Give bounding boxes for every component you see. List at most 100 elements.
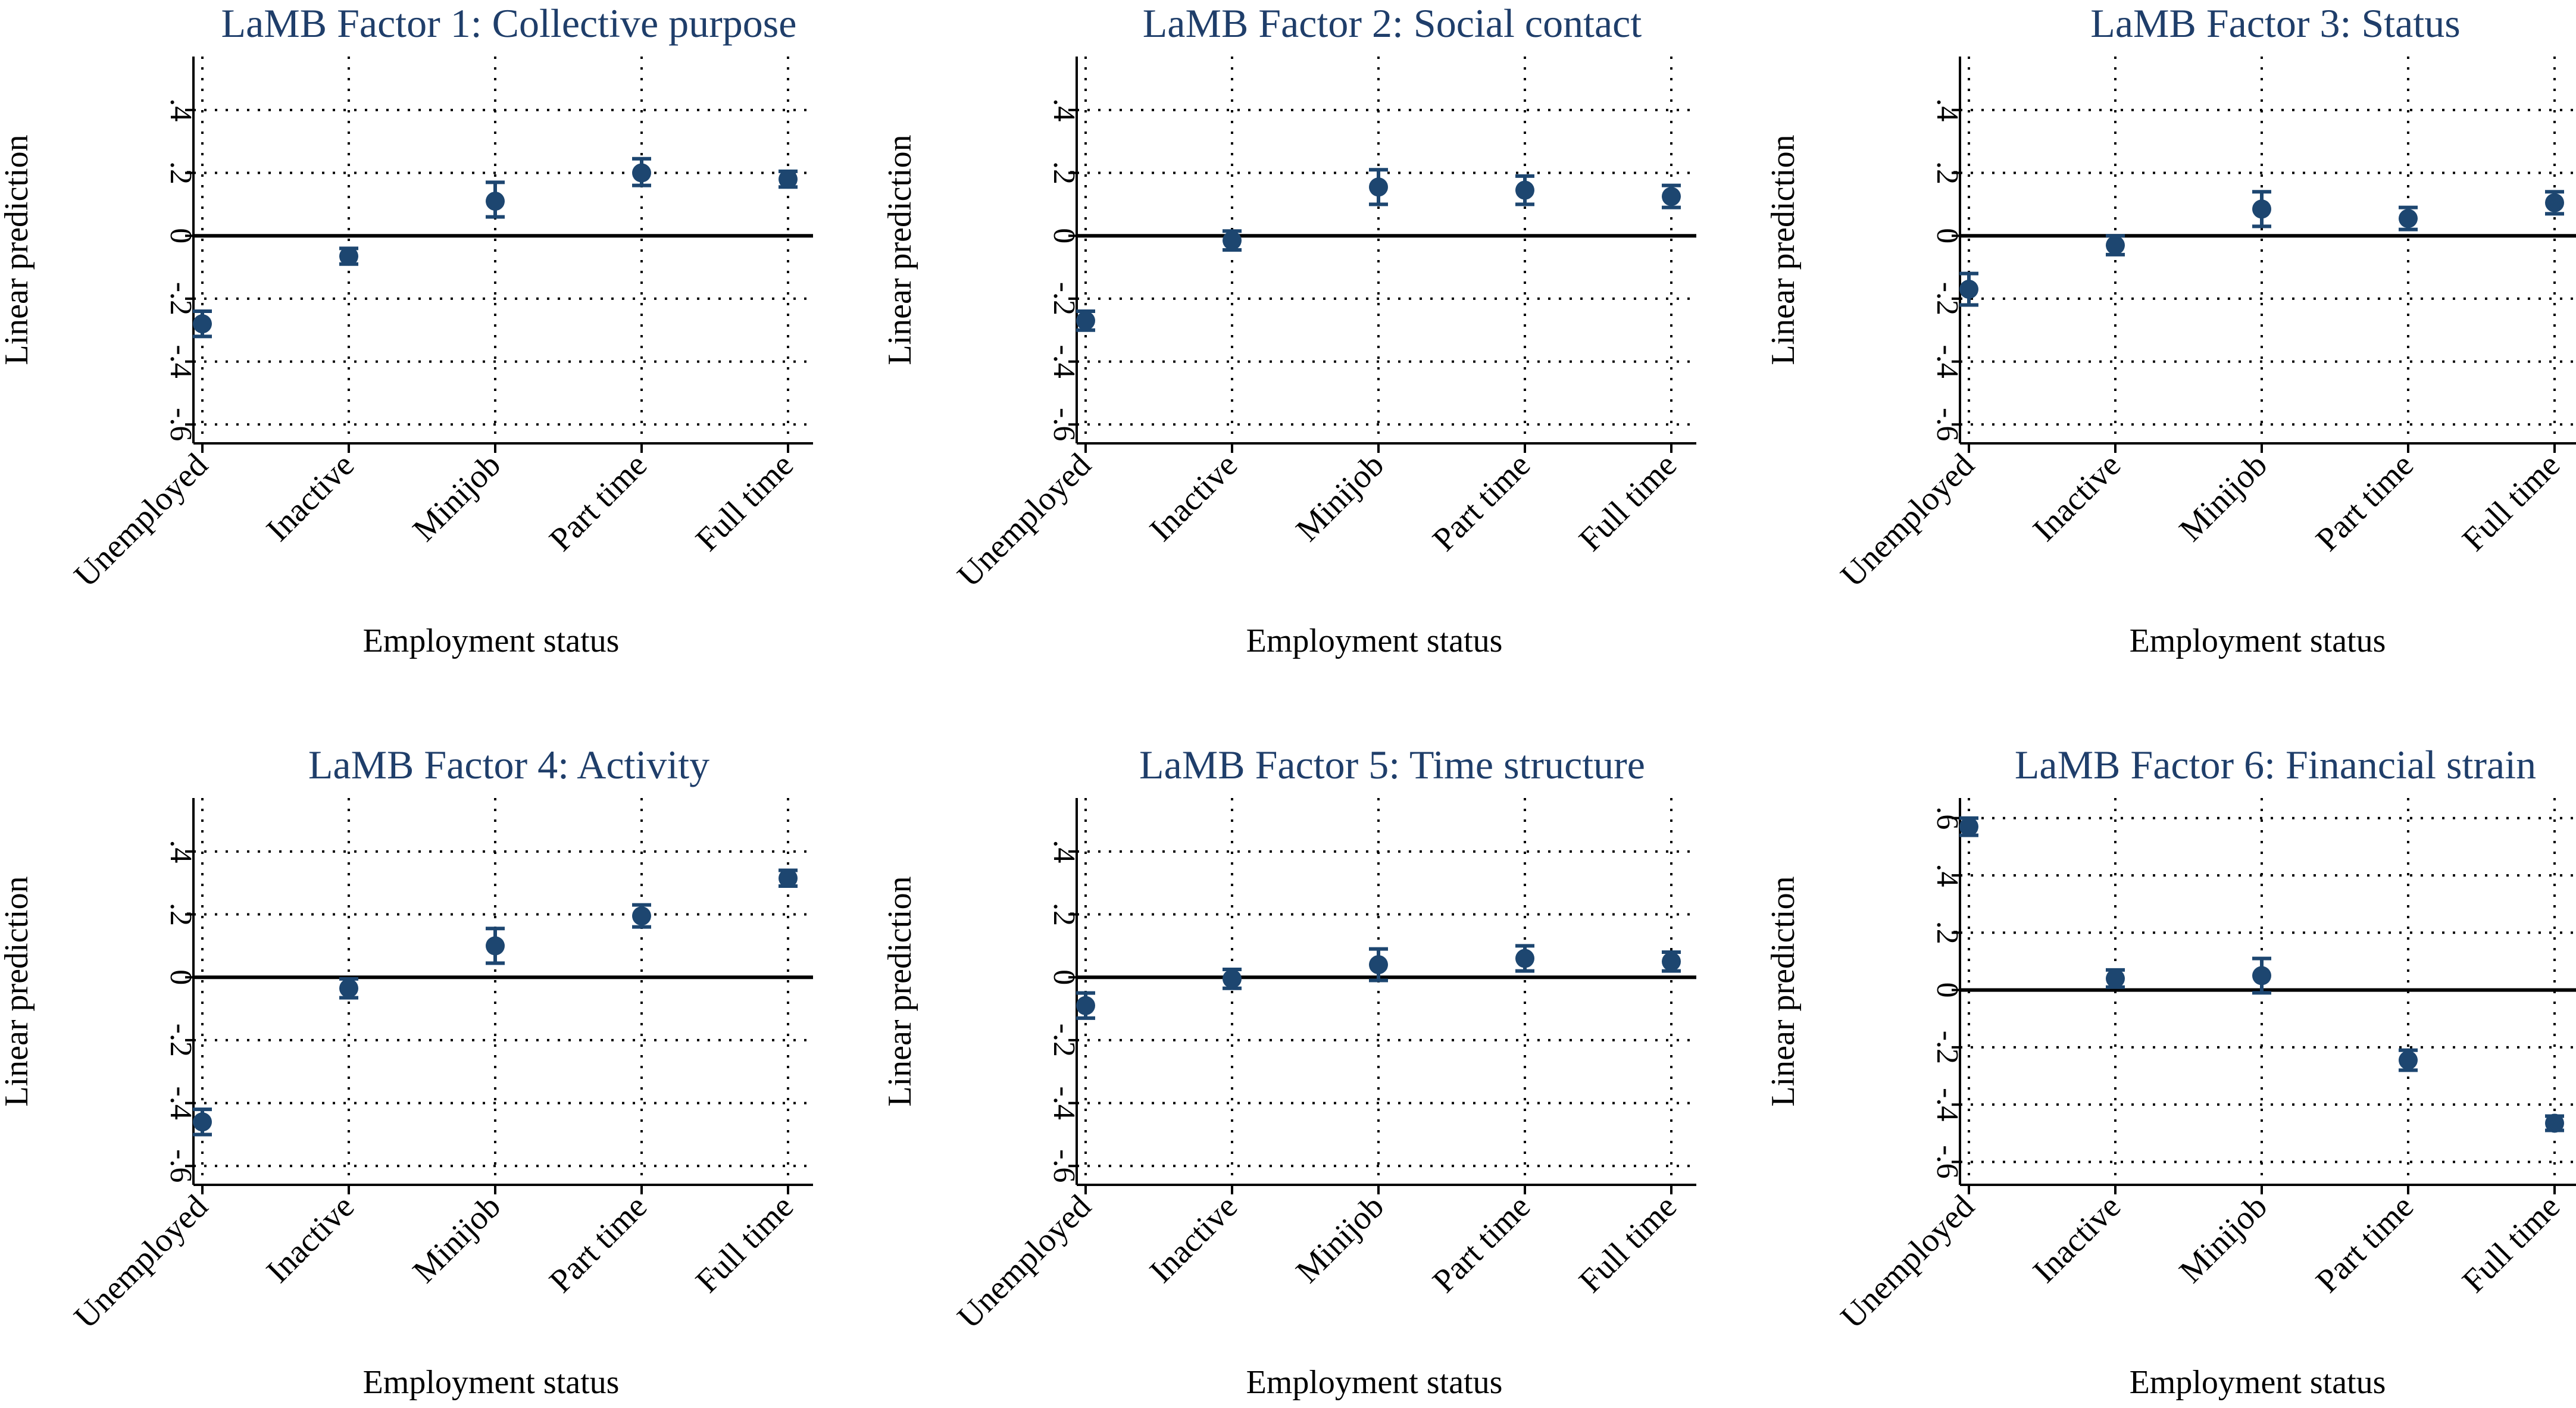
data-point [1515, 180, 1534, 200]
y-axis-title: Linear prediction [0, 876, 35, 1106]
data-point [1369, 177, 1388, 197]
x-tick-label: Minijob [406, 446, 508, 548]
x-tick-label: Unemployed [67, 446, 215, 594]
y-tick-label: -.2 [1930, 1031, 1964, 1064]
data-point [2399, 209, 2418, 229]
y-tick-label: .2 [1930, 161, 1964, 184]
x-tick-label: Part time [2309, 446, 2421, 558]
x-tick-label: Part time [2309, 1188, 2421, 1300]
data-point [2252, 966, 2271, 985]
y-tick-label: .2 [164, 161, 198, 184]
panel-title: LaMB Factor 3: Status [2090, 1, 2460, 46]
panel-title: LaMB Factor 6: Financial strain [2015, 742, 2536, 787]
data-point [632, 906, 651, 926]
chart-panel-4: LaMB Factor 4: Activity -.6 -.4 -.2 0 .2 .4 Une… [0, 742, 813, 1401]
x-tick-label: Inactive [2026, 1188, 2128, 1290]
data-point [193, 1112, 212, 1132]
x-tick-label: Unemployed [1834, 446, 1981, 594]
data-point [1662, 952, 1681, 971]
x-tick-label: Inactive [1143, 446, 1245, 548]
x-axis-title: Employment status [363, 1364, 620, 1401]
data-point [193, 314, 212, 334]
data-point [779, 170, 798, 189]
y-tick-label: -.4 [1930, 345, 1964, 378]
chart-panel-1: LaMB Factor 1: Collective purpose -.6 -.4 -… [0, 1, 813, 659]
y-tick-label: -.4 [1930, 1088, 1964, 1121]
x-tick-label: Full time [2455, 446, 2567, 558]
panel-title: LaMB Factor 2: Social contact [1143, 1, 1642, 46]
chart-panel-3: LaMB Factor 3: Status -.6 -.4 -.2 0 .2 .4 Unemp… [1765, 1, 2576, 659]
panel-title: LaMB Factor 1: Collective purpose [221, 1, 797, 46]
chart-panel-6: LaMB Factor 6: Financial strain -.6 -.4 -.2… [1765, 742, 2576, 1401]
y-tick-label: -.6 [1930, 408, 1964, 441]
y-tick-label: .2 [1930, 921, 1964, 944]
data-point [486, 936, 505, 956]
x-tick-label: Part time [1425, 446, 1537, 558]
y-tick-label: -.6 [1930, 1145, 1964, 1178]
data-point [779, 868, 798, 888]
y-tick-label: -.6 [1047, 1149, 1081, 1182]
y-tick-label: -.4 [164, 1086, 198, 1119]
x-axis-title: Employment status [2130, 1364, 2386, 1401]
y-tick-label: .4 [164, 98, 198, 121]
y-axis-title: Linear prediction [1765, 134, 1802, 365]
panel-title: LaMB Factor 5: Time structure [1139, 742, 1645, 787]
y-tick-label: .4 [1930, 864, 1964, 887]
data-point [1959, 280, 1978, 299]
x-tick-label: Full time [689, 446, 801, 558]
y-tick-label: .2 [1047, 161, 1081, 184]
chart-panel-5: LaMB Factor 5: Time structure -.6 -.4 -.2 0.… [881, 742, 1696, 1401]
y-tick-label: -.6 [1047, 408, 1081, 441]
x-tick-label: Inactive [260, 446, 361, 548]
y-tick-label: -.2 [1930, 282, 1964, 315]
y-tick-label: -.2 [1047, 1024, 1081, 1057]
data-point [1076, 996, 1095, 1015]
panel-title: LaMB Factor 4: Activity [308, 742, 709, 787]
x-tick-label: Minijob [1289, 446, 1391, 548]
x-axis-title: Employment status [1246, 622, 1503, 659]
x-tick-label: Inactive [1143, 1188, 1245, 1290]
data-point [1223, 969, 1242, 988]
y-tick-label: -.4 [1047, 1086, 1081, 1119]
x-tick-label: Minijob [2172, 1188, 2274, 1290]
y-tick-label: .2 [1047, 903, 1081, 926]
y-axis-title: Linear prediction [1765, 876, 1802, 1106]
data-point [1223, 231, 1242, 251]
y-tick-label: -.2 [1047, 282, 1081, 315]
y-tick-label: 0 [1930, 983, 1964, 998]
y-tick-label: 0 [1930, 228, 1964, 243]
y-tick-label: -.6 [164, 408, 198, 441]
x-tick-label: Part time [1425, 1188, 1537, 1300]
data-point [1662, 187, 1681, 206]
y-tick-label: .4 [1930, 98, 1964, 121]
x-axis-title: Employment status [1246, 1364, 1503, 1401]
y-tick-label: .2 [164, 903, 198, 926]
x-tick-label: Minijob [2172, 446, 2274, 548]
x-tick-label: Part time [542, 446, 654, 558]
data-point [339, 978, 358, 998]
y-axis-title: Linear prediction [881, 876, 918, 1106]
y-tick-label: 0 [1047, 228, 1081, 243]
x-tick-label: Inactive [260, 1188, 361, 1290]
x-tick-label: Full time [2455, 1188, 2567, 1300]
x-tick-label: Unemployed [951, 446, 1098, 594]
y-tick-label: 0 [1047, 969, 1081, 985]
data-point [1959, 817, 1978, 837]
x-axis-title: Employment status [363, 622, 620, 659]
y-tick-label: .4 [164, 840, 198, 863]
data-point [2106, 236, 2125, 255]
y-tick-label: -.6 [164, 1149, 198, 1182]
data-point [2399, 1050, 2418, 1070]
x-tick-label: Unemployed [951, 1188, 1098, 1335]
y-axis-title: Linear prediction [0, 134, 35, 365]
x-tick-label: Full time [1572, 1188, 1684, 1300]
y-tick-label: -.2 [164, 1024, 198, 1057]
x-tick-label: Minijob [1289, 1188, 1391, 1290]
data-point [2252, 199, 2271, 219]
y-tick-label: 0 [164, 969, 198, 985]
data-point [1369, 955, 1388, 975]
y-tick-label: 0 [164, 228, 198, 243]
y-tick-label: .4 [1047, 98, 1081, 121]
data-point [632, 163, 651, 183]
